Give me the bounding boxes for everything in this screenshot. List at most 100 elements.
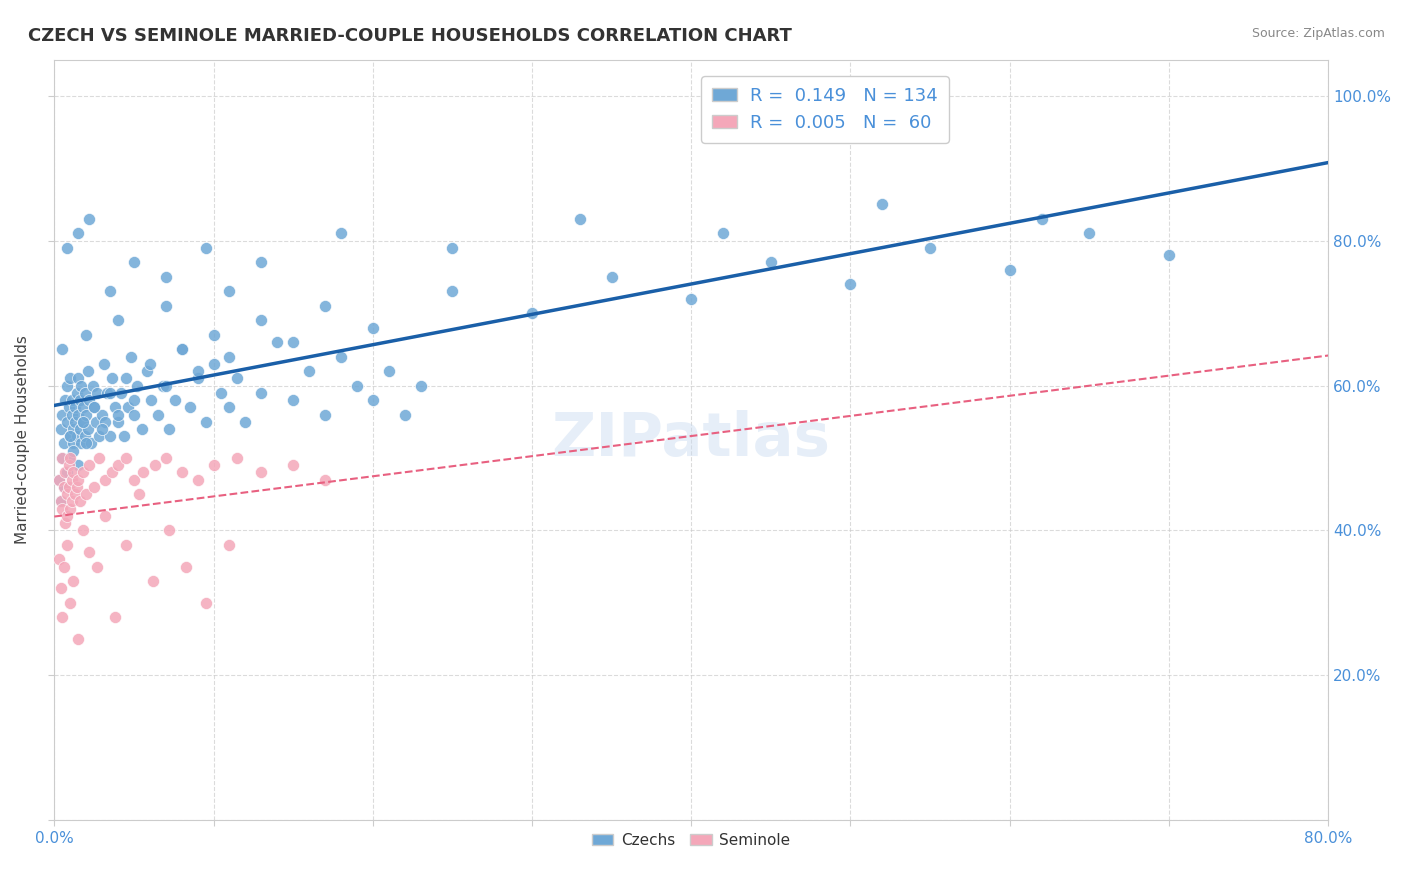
Point bbox=[56, 241, 79, 255]
Point bbox=[75, 436, 97, 450]
Point bbox=[377, 364, 399, 378]
Point bbox=[681, 292, 703, 306]
Point bbox=[63, 487, 86, 501]
Point bbox=[91, 422, 114, 436]
Point bbox=[600, 269, 623, 284]
Point bbox=[84, 415, 107, 429]
Point bbox=[79, 392, 101, 407]
Point bbox=[79, 458, 101, 473]
Point bbox=[65, 429, 87, 443]
Point bbox=[187, 473, 209, 487]
Point bbox=[170, 343, 193, 357]
Point bbox=[60, 473, 83, 487]
Point bbox=[131, 422, 153, 436]
Point bbox=[281, 334, 304, 349]
Point bbox=[67, 473, 90, 487]
Point bbox=[62, 436, 84, 450]
Text: CZECH VS SEMINOLE MARRIED-COUPLE HOUSEHOLDS CORRELATION CHART: CZECH VS SEMINOLE MARRIED-COUPLE HOUSEHO… bbox=[28, 27, 792, 45]
Point bbox=[122, 408, 145, 422]
Point bbox=[179, 401, 201, 415]
Point bbox=[127, 378, 149, 392]
Point bbox=[49, 494, 72, 508]
Point bbox=[394, 408, 416, 422]
Point bbox=[98, 385, 121, 400]
Point bbox=[250, 385, 273, 400]
Point bbox=[51, 501, 73, 516]
Point bbox=[187, 364, 209, 378]
Point bbox=[107, 415, 129, 429]
Point bbox=[72, 401, 94, 415]
Text: ZIPatlas: ZIPatlas bbox=[551, 410, 831, 469]
Point bbox=[170, 343, 193, 357]
Point bbox=[70, 378, 93, 392]
Point bbox=[48, 473, 70, 487]
Point bbox=[58, 450, 80, 465]
Point bbox=[872, 197, 894, 211]
Point bbox=[1157, 248, 1180, 262]
Point bbox=[70, 436, 93, 450]
Point bbox=[128, 487, 150, 501]
Point bbox=[49, 494, 72, 508]
Point bbox=[69, 422, 91, 436]
Point bbox=[120, 350, 142, 364]
Point bbox=[51, 450, 73, 465]
Point bbox=[314, 408, 336, 422]
Point bbox=[73, 385, 96, 400]
Point bbox=[346, 378, 368, 392]
Point bbox=[56, 487, 79, 501]
Point bbox=[100, 466, 122, 480]
Point bbox=[104, 401, 127, 415]
Point bbox=[59, 429, 82, 443]
Point bbox=[79, 211, 101, 226]
Point bbox=[122, 392, 145, 407]
Point bbox=[142, 574, 165, 588]
Point bbox=[100, 371, 122, 385]
Point bbox=[73, 429, 96, 443]
Point bbox=[62, 443, 84, 458]
Point bbox=[235, 415, 257, 429]
Point bbox=[266, 334, 288, 349]
Point bbox=[56, 538, 79, 552]
Point bbox=[135, 364, 157, 378]
Point bbox=[62, 422, 84, 436]
Point bbox=[155, 299, 177, 313]
Point bbox=[72, 415, 94, 429]
Legend: Czechs, Seminole: Czechs, Seminole bbox=[586, 827, 797, 855]
Point bbox=[361, 320, 384, 334]
Point bbox=[51, 343, 73, 357]
Point bbox=[157, 422, 180, 436]
Point bbox=[59, 371, 82, 385]
Point bbox=[56, 466, 79, 480]
Point bbox=[59, 501, 82, 516]
Point bbox=[98, 285, 121, 299]
Point bbox=[83, 401, 105, 415]
Point bbox=[107, 408, 129, 422]
Point bbox=[329, 350, 352, 364]
Point bbox=[87, 429, 110, 443]
Point bbox=[60, 494, 83, 508]
Point bbox=[48, 552, 70, 566]
Point bbox=[76, 364, 98, 378]
Point bbox=[62, 466, 84, 480]
Point bbox=[51, 450, 73, 465]
Point bbox=[65, 480, 87, 494]
Point bbox=[75, 487, 97, 501]
Point bbox=[141, 392, 163, 407]
Point bbox=[52, 480, 75, 494]
Point bbox=[211, 385, 233, 400]
Point bbox=[250, 313, 273, 327]
Point bbox=[49, 422, 72, 436]
Point bbox=[98, 429, 121, 443]
Point bbox=[132, 466, 155, 480]
Point bbox=[226, 450, 249, 465]
Point bbox=[409, 378, 432, 392]
Point bbox=[1031, 211, 1053, 226]
Point bbox=[72, 415, 94, 429]
Point bbox=[55, 466, 77, 480]
Point bbox=[1078, 227, 1101, 241]
Point bbox=[711, 227, 734, 241]
Point bbox=[281, 458, 304, 473]
Point bbox=[72, 524, 94, 538]
Point bbox=[94, 473, 117, 487]
Point bbox=[58, 458, 80, 473]
